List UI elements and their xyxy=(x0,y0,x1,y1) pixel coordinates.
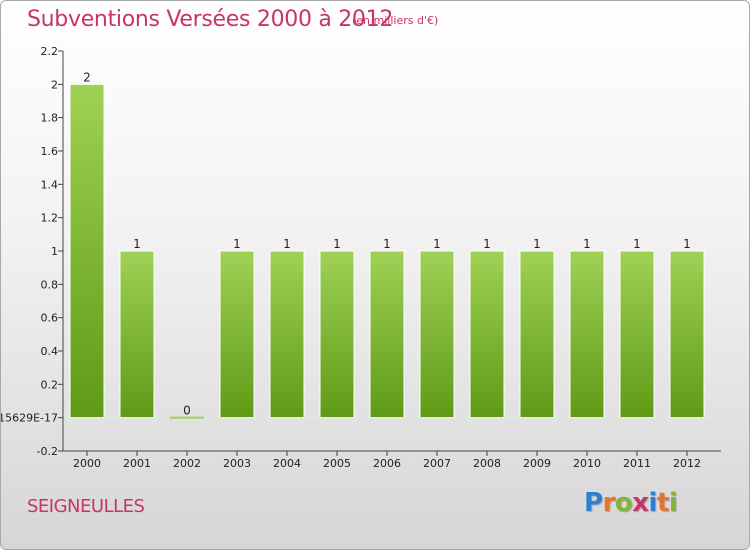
bar-value-label: 0 xyxy=(183,404,191,418)
bar-value-label: 2 xyxy=(83,70,91,84)
bar xyxy=(569,250,605,419)
x-tick-label: 2004 xyxy=(273,457,301,470)
commune-name: SEIGNEULLES xyxy=(27,496,145,517)
logo-letter: r xyxy=(602,488,616,518)
chart-subtitle: (en milliers d'€) xyxy=(352,14,439,27)
x-tick-label: 2001 xyxy=(123,457,151,470)
bar xyxy=(69,83,105,419)
bar xyxy=(319,250,355,419)
bar xyxy=(219,250,255,419)
bar xyxy=(519,250,555,419)
bar-value-label: 1 xyxy=(283,237,291,251)
bar xyxy=(369,250,405,419)
logo-letter: o xyxy=(614,488,633,518)
x-tick-label: 2005 xyxy=(323,457,351,470)
chart-title: Subventions Versées 2000 à 2012 xyxy=(27,7,394,32)
x-tick-label: 2010 xyxy=(573,457,601,470)
x-tick-label: 2012 xyxy=(673,457,701,470)
bar xyxy=(269,250,305,419)
y-tick-label: 0.6 xyxy=(41,312,59,325)
y-tick-label: 1.4 xyxy=(41,178,59,191)
bar-value-label: 1 xyxy=(483,237,491,251)
y-tick-label: 2 xyxy=(51,78,58,91)
y-tick-label: -15629E-17 xyxy=(1,412,58,425)
bar xyxy=(419,250,455,419)
y-tick-label: 0.8 xyxy=(41,278,59,291)
x-tick-label: 2002 xyxy=(173,457,201,470)
y-tick-label: 0.4 xyxy=(41,345,59,358)
x-tick-label: 2000 xyxy=(73,457,101,470)
logo-letter: x xyxy=(632,488,649,518)
x-tick-label: 2003 xyxy=(223,457,251,470)
y-tick-label: 1.2 xyxy=(41,212,59,225)
y-tick-label: 1.6 xyxy=(41,145,59,158)
x-tick-label: 2008 xyxy=(473,457,501,470)
y-tick-label: 0.2 xyxy=(41,378,59,391)
logo-letter: P xyxy=(584,488,603,518)
bar xyxy=(619,250,655,419)
bar-value-label: 1 xyxy=(383,237,391,251)
bar-value-label: 1 xyxy=(233,237,241,251)
bar-value-label: 1 xyxy=(433,237,441,251)
y-tick-label: 2.2 xyxy=(41,45,59,58)
bar-value-label: 1 xyxy=(333,237,341,251)
x-tick-label: 2006 xyxy=(373,457,401,470)
y-tick-label: -0.2 xyxy=(37,445,58,458)
bar-value-label: 1 xyxy=(583,237,591,251)
x-tick-label: 2009 xyxy=(523,457,551,470)
logo-letter: i xyxy=(668,488,678,518)
bar-value-label: 1 xyxy=(683,237,691,251)
bars-group: 2 1 0 1 1 1 1 1 1 1 1 1 1 xyxy=(69,70,705,419)
logo-letter: i xyxy=(648,488,658,518)
proxiti-logo[interactable]: Proxiti xyxy=(584,488,678,518)
logo-letter: t xyxy=(656,488,669,518)
bar-value-label: 1 xyxy=(633,237,641,251)
bar xyxy=(469,250,505,419)
bar-value-label: 1 xyxy=(533,237,541,251)
bar xyxy=(669,250,705,419)
axes-group: -0.2 -15629E-17 0.2 0.4 0.6 0.8 1 1.2 1.4 1.6 1.8 2… xyxy=(1,45,721,470)
bar xyxy=(119,250,155,419)
x-tick-label: 2007 xyxy=(423,457,451,470)
y-tick-label: 1 xyxy=(51,245,58,258)
bar xyxy=(170,416,204,419)
y-tick-label: 1.8 xyxy=(41,112,59,125)
x-tick-label: 2011 xyxy=(623,457,651,470)
bar-value-label: 1 xyxy=(133,237,141,251)
